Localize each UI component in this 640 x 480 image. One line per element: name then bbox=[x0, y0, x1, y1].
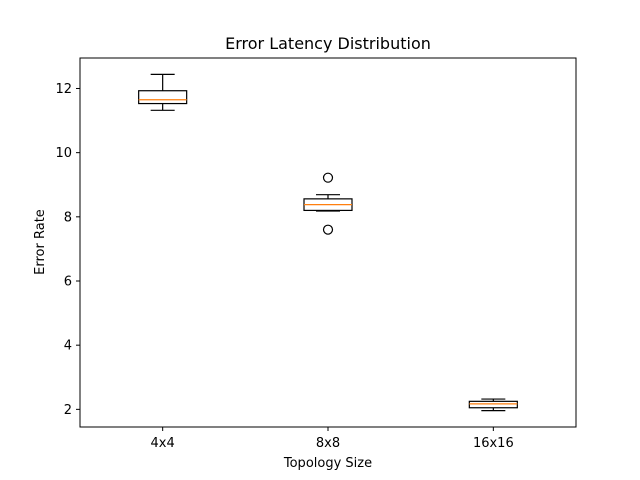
y-tick-label: 2 bbox=[64, 403, 72, 418]
iqr-box bbox=[138, 90, 188, 105]
y-axis-label: Error Rate bbox=[33, 209, 48, 275]
iqr-box bbox=[468, 400, 518, 409]
y-tick-label: 6 bbox=[64, 275, 72, 290]
y-axis: 2 4 6 8 10 12 bbox=[55, 82, 80, 418]
x-axis-label: Topology Size bbox=[283, 456, 372, 471]
y-tick-label: 12 bbox=[55, 82, 72, 97]
y-tick-label: 4 bbox=[64, 339, 72, 354]
x-tick-label: 16x16 bbox=[473, 436, 514, 451]
x-tick-label: 4x4 bbox=[151, 436, 175, 451]
chart-title: Error Latency Distribution bbox=[225, 34, 431, 53]
y-tick-label: 10 bbox=[55, 146, 72, 161]
box-8x8 bbox=[303, 172, 353, 235]
outlier-point bbox=[322, 224, 334, 235]
box-4x4 bbox=[138, 73, 188, 111]
plot-area bbox=[79, 57, 577, 428]
box-16x16 bbox=[468, 398, 518, 412]
boxes-group bbox=[138, 73, 518, 412]
x-axis: 4x4 8x8 16x16 bbox=[151, 427, 514, 451]
x-tick-label: 8x8 bbox=[316, 436, 340, 451]
y-tick-label: 8 bbox=[64, 210, 72, 225]
outlier-point bbox=[322, 172, 334, 183]
